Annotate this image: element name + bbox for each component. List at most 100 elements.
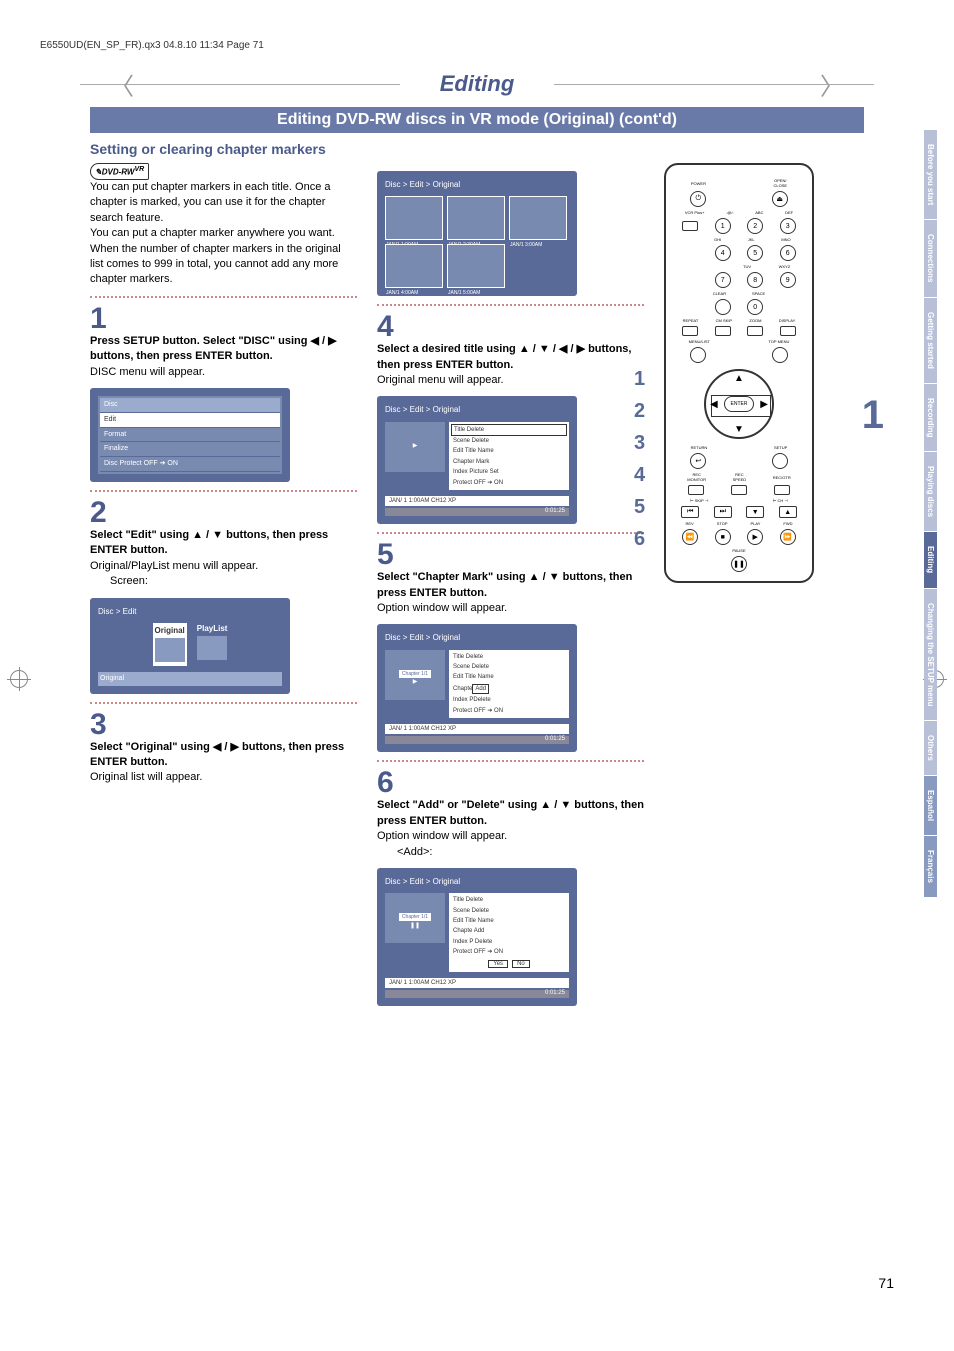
ch-down[interactable]: ▼: [746, 506, 764, 518]
step-6-instr: Select "Add" or "Delete" using ▲ / ▼ but…: [377, 798, 644, 829]
zoom-button[interactable]: [747, 326, 763, 336]
skip-next[interactable]: ⏭: [714, 506, 732, 518]
column-2: Disc > Edit > Original JAN/1 1:00AM JAN/…: [377, 163, 644, 1014]
step-2-sub: Original/PlayList menu will appear.: [90, 559, 357, 574]
column-1: ✎DVD-RWVR You can put chapter markers in…: [90, 163, 357, 1014]
num-7[interactable]: 7: [715, 272, 731, 288]
tab[interactable]: Français: [924, 836, 937, 897]
vr-badge: ✎DVD-RWVR: [90, 163, 149, 180]
left-arrow[interactable]: ◀: [710, 399, 718, 410]
side-tabs: Before you start Connections Getting sta…: [924, 130, 944, 898]
tab[interactable]: Getting started: [924, 298, 937, 383]
topmenu-button[interactable]: [772, 347, 788, 363]
recotr-button[interactable]: [774, 485, 790, 495]
display-button[interactable]: [780, 326, 796, 336]
chevron-right-icon: 〉: [820, 67, 844, 102]
column-3: 123 456 1 POWEROPEN/ CLOSE ⏻⏏ VCR Plus+.…: [664, 163, 864, 1014]
tab-active[interactable]: Editing: [924, 532, 937, 587]
step-2-num: 2: [90, 498, 357, 528]
vcr-button[interactable]: [682, 221, 698, 231]
step-2-instr: Select "Edit" using ▲ / ▼ buttons, then …: [90, 528, 357, 559]
breadcrumb: Disc > Edit > Original: [385, 179, 569, 190]
open-button[interactable]: ⏏: [772, 191, 788, 207]
disc-menu-item: Finalize: [100, 442, 280, 457]
num-6[interactable]: 6: [780, 245, 796, 261]
step-1-instr: Press SETUP button. Select "DISC" using …: [90, 334, 357, 365]
add-thumb: Chapter 1/1❚❚: [385, 893, 445, 943]
fwd-button[interactable]: ⏩: [780, 529, 796, 545]
ch-up[interactable]: ▲: [779, 506, 797, 518]
tab[interactable]: Others: [924, 721, 937, 775]
play-button[interactable]: ▶: [747, 529, 763, 545]
num-5[interactable]: 5: [747, 245, 763, 261]
step-4-num: 4: [377, 312, 644, 342]
step-3-num: 3: [90, 710, 357, 740]
setup-button[interactable]: [772, 453, 788, 469]
thumb: JAN/1 4:00AM: [385, 244, 443, 288]
page-title: Editing: [420, 71, 535, 97]
sub-header: Editing DVD-RW discs in VR mode (Origina…: [90, 107, 864, 133]
original-option: Original: [153, 623, 187, 666]
menulist-button[interactable]: [690, 347, 706, 363]
thumb: JAN/1 1:00AM: [385, 196, 443, 240]
num-1[interactable]: 1: [715, 218, 731, 234]
tab[interactable]: Recording: [924, 384, 937, 452]
step-5-sub: Option window will appear.: [377, 601, 644, 616]
step-indicator: 123 456: [634, 363, 645, 555]
disc-menu-item: Format: [100, 428, 280, 443]
screen-label: Screen:: [110, 574, 357, 589]
nav-ring[interactable]: ▲ ▼ ◀ ▶ ENTER: [704, 369, 774, 439]
num-2[interactable]: 2: [747, 218, 763, 234]
repeat-button[interactable]: [682, 326, 698, 336]
step-5-instr: Select "Chapter Mark" using ▲ / ▼ button…: [377, 570, 644, 601]
section-title: Setting or clearing chapter markers: [90, 141, 864, 157]
thumbnail-screen: Disc > Edit > Original JAN/1 1:00AM JAN/…: [377, 171, 577, 296]
step-6-num: 6: [377, 768, 644, 798]
tab[interactable]: Changing the SETUP menu: [924, 589, 937, 720]
tab[interactable]: Before you start: [924, 130, 937, 219]
add-screen: Disc > Edit > Original Chapter 1/1❚❚ Tit…: [377, 868, 577, 1006]
step-5-num: 5: [377, 540, 644, 570]
up-arrow[interactable]: ▲: [734, 373, 744, 384]
disc-menu-screen: Disc Edit Format Finalize Disc Protect O…: [90, 388, 290, 482]
step-3-sub: Original list will appear.: [90, 770, 357, 785]
breadcrumb: Disc > Edit: [98, 606, 282, 617]
disc-menu-item: Edit: [100, 413, 280, 428]
chapter-screen: Disc > Edit > Original Chapter 1/1▶ Titl…: [377, 624, 577, 752]
recspeed-button[interactable]: [731, 485, 747, 495]
edit-screen: Disc > Edit Original PlayList Original: [90, 598, 290, 694]
skip-prev[interactable]: ⏮: [681, 506, 699, 518]
detail-thumb: ▶: [385, 422, 445, 472]
pause-button[interactable]: ❚❚: [731, 556, 747, 572]
num-0[interactable]: 0: [747, 299, 763, 315]
num-4[interactable]: 4: [715, 245, 731, 261]
rev-button[interactable]: ⏪: [682, 529, 698, 545]
tab[interactable]: Español: [924, 776, 937, 835]
power-button[interactable]: ⏻: [690, 191, 706, 207]
breadcrumb: Disc > Edit > Original: [385, 632, 569, 643]
status-bar: JAN/ 1 1:00AM CH12 XP: [385, 724, 569, 734]
cmskip-button[interactable]: [715, 326, 731, 336]
status-bar: JAN/ 1 1:00AM CH12 XP: [385, 496, 569, 506]
registration-mark-left: [10, 670, 28, 688]
stop-button[interactable]: ■: [715, 529, 731, 545]
tab[interactable]: Playing discs: [924, 452, 937, 531]
return-button[interactable]: ↩: [690, 453, 706, 469]
add-menu: Title Delete Scene Delete Edit Title Nam…: [449, 893, 569, 972]
footer-label: Original: [98, 672, 282, 686]
print-header: E6550UD(EN_SP_FR).qx3 04.8.10 11:34 Page…: [40, 40, 914, 51]
thumb: JAN/1 5:00AM: [447, 244, 505, 288]
breadcrumb: Disc > Edit > Original: [385, 404, 569, 415]
num-9[interactable]: 9: [780, 272, 796, 288]
step-1-sub: DISC menu will appear.: [90, 365, 357, 380]
step-4-sub: Original menu will appear.: [377, 373, 644, 388]
tab[interactable]: Connections: [924, 220, 937, 296]
big-step-num: 1: [862, 393, 884, 438]
num-3[interactable]: 3: [780, 218, 796, 234]
clear-button[interactable]: [715, 299, 731, 315]
down-arrow[interactable]: ▼: [734, 424, 744, 435]
right-arrow[interactable]: ▶: [760, 399, 768, 410]
detail-screen: Disc > Edit > Original ▶ Title Delete Sc…: [377, 396, 577, 524]
num-8[interactable]: 8: [747, 272, 763, 288]
recmon-button[interactable]: [688, 485, 704, 495]
